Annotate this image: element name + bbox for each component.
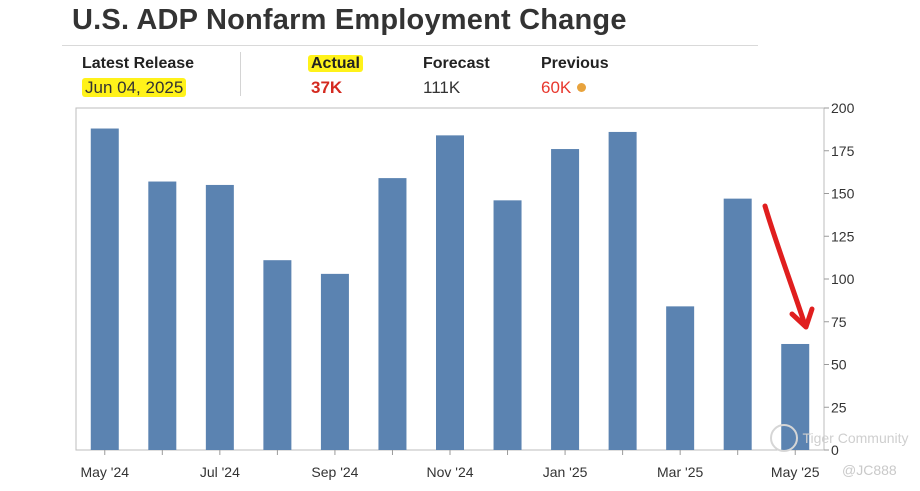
bar [148,181,177,450]
latest-release-value: Jun 04, 2025 [82,78,187,97]
actual-value: 37K [311,78,343,97]
y-tick-label: 200 [831,100,855,116]
actual-label: Actual [308,55,363,72]
stats-divider [240,52,241,96]
bar [90,128,119,450]
y-tick-label: 50 [831,357,847,373]
y-tick-label: 150 [831,186,855,202]
watermark-brand: Tiger Community [802,430,909,446]
bar [493,200,522,450]
watermark-block: Tiger Community [770,424,909,452]
bar [436,135,464,451]
x-tick-label: May '24 [80,464,129,480]
bar [320,273,349,450]
forecast-label: Forecast [423,55,490,72]
bar [263,260,292,450]
previous-label: Previous [541,55,609,72]
x-tick-label: May '25 [771,464,820,480]
actual-block: Actual 37K [308,54,363,99]
latest-release-block: Latest Release Jun 04, 2025 [82,54,194,99]
x-tick-label: Jul '24 [200,464,240,480]
forecast-value: 111K [423,78,461,97]
x-tick-label: Jan '25 [543,464,588,480]
bar [723,198,752,450]
page-title: U.S. ADP Nonfarm Employment Change [72,4,627,36]
arrow-head [789,306,815,330]
bar [608,131,637,450]
y-tick-label: 100 [831,271,855,287]
y-tick-label: 75 [831,314,847,330]
x-tick-label: Nov '24 [426,464,473,480]
watermark-handle: @JC888 [842,462,897,478]
previous-dot-icon [577,83,587,92]
bar [378,178,407,451]
bar [666,306,695,450]
title-divider [62,45,758,46]
previous-block: Previous 60K [541,54,609,99]
bar [205,184,234,450]
arrow-shaft [762,203,807,325]
y-tick-label: 0 [831,442,839,458]
previous-value: 60K [541,78,572,97]
latest-release-label: Latest Release [82,55,195,72]
y-tick-label: 25 [831,399,847,415]
x-tick-label: Sep '24 [311,464,358,480]
x-tick-label: Mar '25 [657,464,703,480]
forecast-block: Forecast 111K [423,54,490,99]
bar [551,149,580,451]
y-tick-label: 125 [831,228,855,244]
tiger-logo-icon [770,424,798,452]
y-tick-label: 175 [831,143,855,159]
